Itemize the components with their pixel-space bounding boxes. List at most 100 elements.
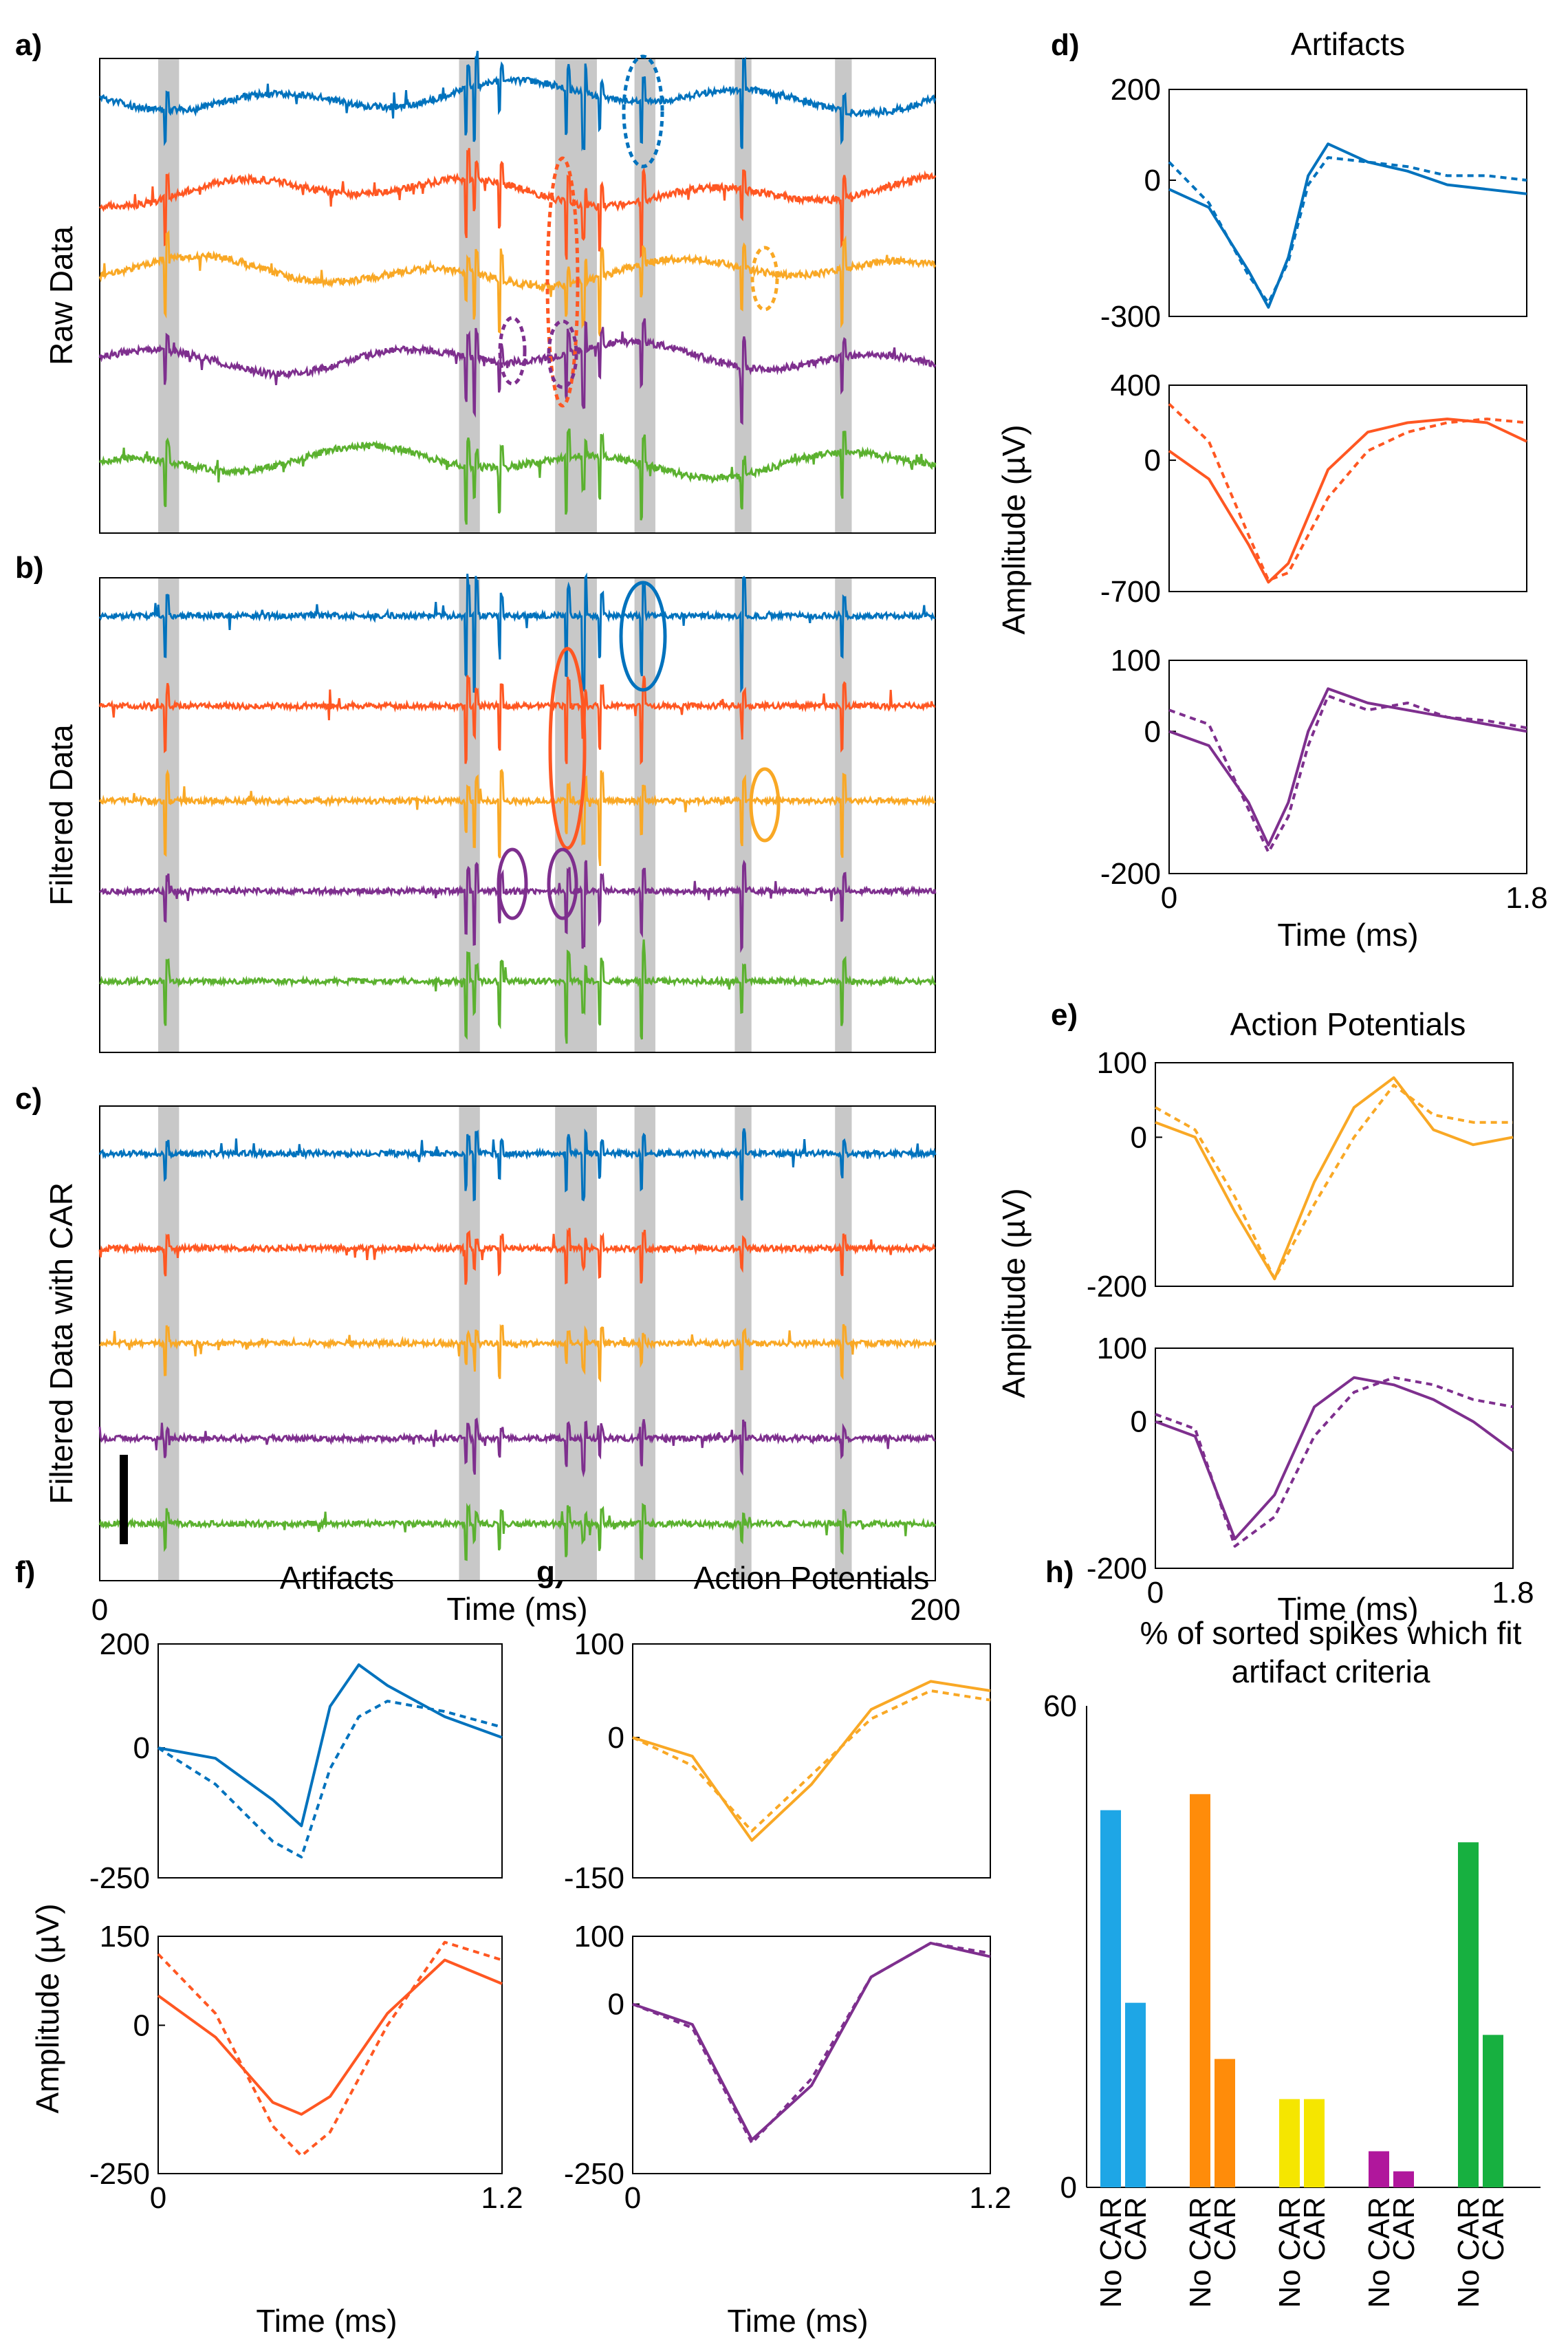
- marker-orange-dotted: [545, 156, 580, 408]
- panel-h-bar-chart: % of sorted spikes which fit artifact cri…: [1043, 1615, 1540, 2308]
- bar-label: CAR: [1119, 2197, 1153, 2261]
- bar-label: No CAR: [1452, 2197, 1485, 2308]
- subplot-frame: [632, 1643, 991, 1879]
- panel-d-title: Artifacts: [1291, 26, 1405, 62]
- panel-g-title: Action Potentials: [694, 1560, 930, 1596]
- y-tick-label: 0: [1131, 1405, 1147, 1439]
- y-tick-label: -200: [1087, 1552, 1147, 1585]
- waveform-orange-dashed: [1168, 402, 1527, 582]
- bar-label: No CAR: [1094, 2197, 1128, 2308]
- subplot-frame: [157, 1643, 503, 1879]
- waveform-purple-dashed: [632, 1941, 991, 2145]
- waveform-yellow-dashed: [1155, 1083, 1513, 1281]
- y-tick-label: 0: [133, 2009, 150, 2042]
- waveform-purple-dashed: [1155, 1376, 1514, 1548]
- y-tick-label: 200: [1111, 73, 1161, 107]
- filtered-data-panel: Filtered Data: [43, 572, 937, 1053]
- y-tick-label: 100: [1097, 1046, 1147, 1080]
- subplot-frame: [1155, 1062, 1514, 1287]
- panel-d-subplot-orange: 400 0 -700: [1100, 369, 1527, 609]
- x-tick-label: 1.2: [481, 2181, 523, 2215]
- h-title-line-1: % of sorted spikes which fit: [1140, 1615, 1522, 1651]
- panel-d-xlabel: Time (ms): [1277, 917, 1418, 953]
- filtered-car-panel: Filtered Data with CAR 0 Time (ms) 200: [43, 1105, 961, 1627]
- panel-letter-e: e): [1051, 998, 1078, 1032]
- subplot-frame: [1168, 89, 1527, 317]
- panel-d-ylabel: Amplitude (µV): [996, 424, 1032, 634]
- y-tick-label: 100: [1097, 1332, 1147, 1365]
- bar: [1369, 2151, 1389, 2187]
- panel-a-frame: [99, 58, 936, 534]
- marker-purple-2: [547, 847, 578, 920]
- y-tick-label: -200: [1087, 1270, 1147, 1303]
- waveform-yellow-solid: [1155, 1076, 1514, 1281]
- bar: [1125, 2002, 1146, 2187]
- bar-label: No CAR: [1362, 2197, 1396, 2308]
- marker-yellow-dotted: [750, 246, 779, 312]
- panel-e-ylabel: Amplitude (µV): [996, 1188, 1032, 1398]
- panel-b-markers: [497, 581, 781, 920]
- bar: [1304, 2099, 1325, 2187]
- marker-orange: [548, 647, 587, 850]
- trace-green: [99, 939, 937, 1044]
- marker-yellow: [749, 767, 781, 843]
- waveform-orange-dashed: [157, 1940, 503, 2158]
- panel-h-title: % of sorted spikes which fit artifact cri…: [1140, 1615, 1522, 1689]
- trace-orange: [98, 148, 937, 260]
- panel-g-xlabel: Time (ms): [727, 2303, 868, 2339]
- y-tick-label: 0: [133, 1731, 150, 1765]
- y-tick-label: 0: [1144, 715, 1161, 748]
- panel-f-subplot-blue: 200 0 -250: [89, 1627, 503, 1895]
- y-tick-label: -200: [1100, 857, 1161, 891]
- y-tick-label: 150: [100, 1920, 150, 1953]
- panel-f-xlabel: Time (ms): [256, 2303, 397, 2339]
- y-tick-label: -700: [1100, 575, 1161, 609]
- bar: [1190, 1794, 1210, 2187]
- subplot-frame: [157, 1936, 503, 2174]
- trace-blue: [98, 572, 936, 694]
- bar-label: No CAR: [1184, 2197, 1217, 2308]
- trace-purple: [98, 318, 937, 426]
- bar-label: CAR: [1387, 2197, 1421, 2261]
- panel-letter-d: d): [1051, 28, 1080, 62]
- panel-b-frame: [99, 577, 936, 1053]
- bar: [1393, 2171, 1414, 2187]
- y-tick-label: 0: [1144, 444, 1161, 477]
- waveform-blue-dashed: [157, 1700, 503, 1859]
- time-tick-min: 0: [91, 1593, 108, 1627]
- waveform-blue-solid: [1168, 142, 1527, 309]
- x-tick-label: 0: [1161, 881, 1177, 915]
- y-tick-label: -150: [564, 1861, 624, 1895]
- bar: [1279, 2099, 1300, 2187]
- x-tick-label: 0: [1147, 1576, 1164, 1610]
- waveform-purple-solid: [632, 1941, 991, 2141]
- bar-label: CAR: [1298, 2197, 1331, 2261]
- panel-letter-b: b): [15, 551, 44, 585]
- x-tick-label: 1.8: [1492, 1576, 1534, 1610]
- scale-bar: [120, 1455, 128, 1544]
- panel-a-ylabel: Raw Data: [43, 226, 79, 365]
- subplot-frame: [1168, 660, 1527, 874]
- trace-yellow: [98, 768, 936, 867]
- trace-yellow: [99, 1323, 937, 1383]
- bar: [1483, 2035, 1503, 2187]
- subplot-frame: [1155, 1347, 1514, 1569]
- waveform-purple-solid: [1155, 1376, 1514, 1541]
- panel-a-shading: [158, 58, 852, 533]
- marker-purple-dotted-1: [498, 316, 527, 386]
- waveform-blue-solid: [157, 1663, 503, 1828]
- marker-purple-1: [497, 847, 528, 920]
- x-tick-label: 1.8: [1505, 881, 1547, 915]
- panel-letter-h: h): [1045, 1555, 1074, 1589]
- time-tick-max: 200: [910, 1593, 960, 1627]
- panel-a-markers: [498, 54, 779, 408]
- subplot-frame: [632, 1936, 991, 2174]
